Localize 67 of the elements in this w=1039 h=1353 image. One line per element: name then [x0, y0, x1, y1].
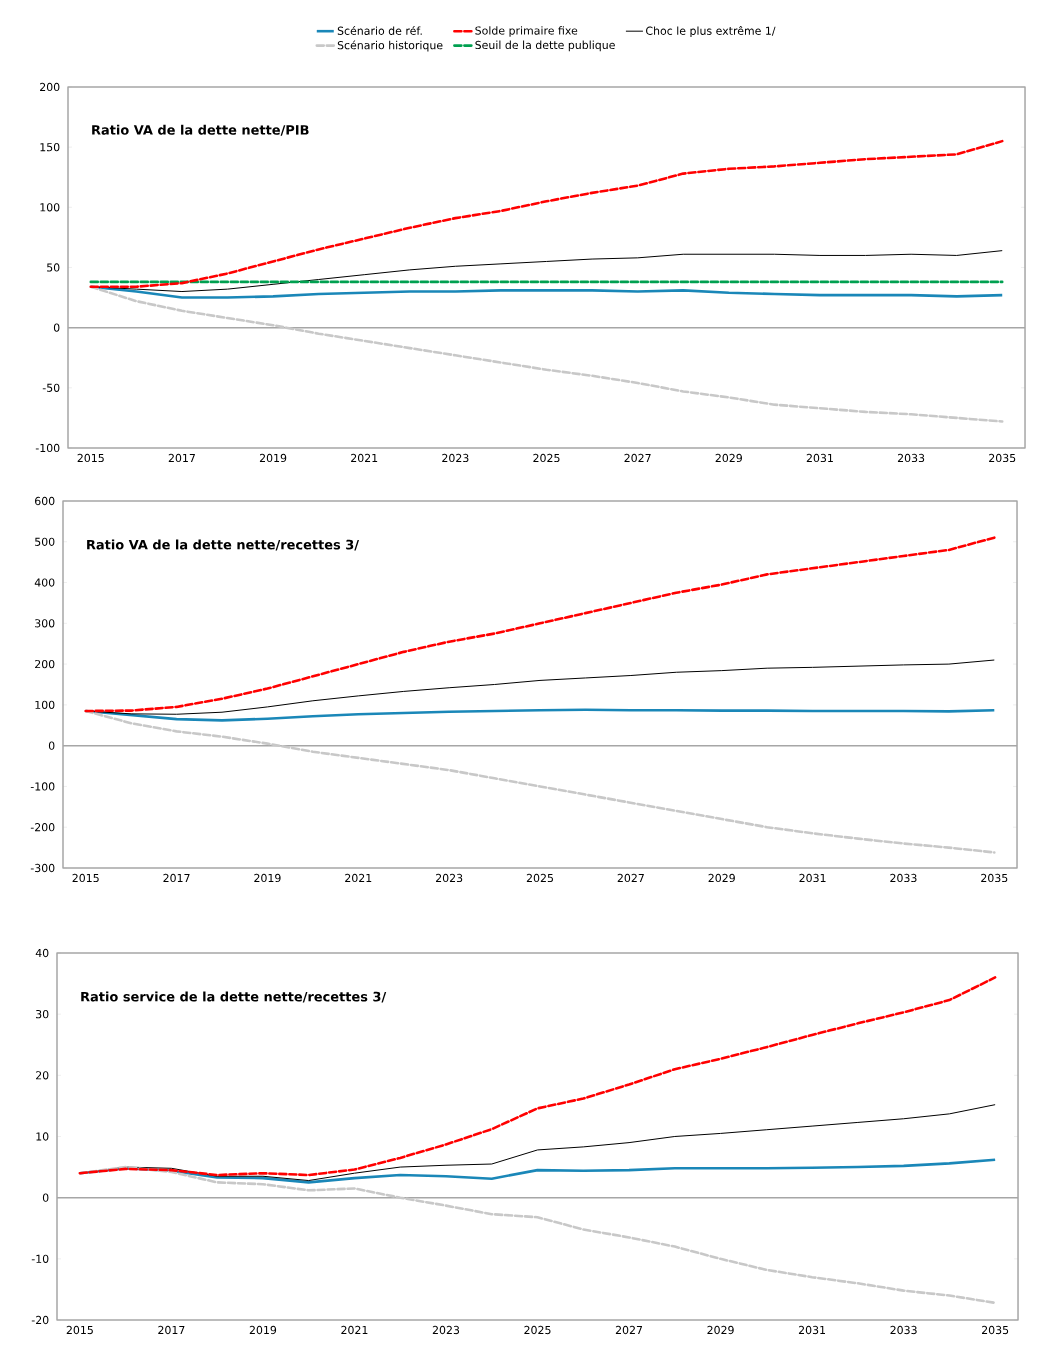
legend-label: Solde primaire fixe — [475, 26, 578, 37]
line-series — [78, 976, 997, 1177]
x-tick-label: 2015 — [77, 453, 104, 463]
x-tick-label: 2029 — [715, 453, 742, 463]
x-tick-label: 2027 — [617, 873, 644, 883]
y-tick-label: 0 — [48, 741, 55, 750]
y-tick-label: 600 — [35, 496, 55, 506]
x-tick-label: 2023 — [432, 1325, 460, 1335]
x-tick-label: 2033 — [890, 873, 917, 883]
text: Ratio VA de la dette nette/PIB — [92, 124, 309, 136]
legend-label: Seuil de la dette publique — [475, 40, 615, 52]
x-tick-label: 2017 — [163, 873, 190, 883]
text: Ratio VA de la dette nette/recettes 3/ — [87, 539, 359, 551]
x-tick-label: 2023 — [436, 873, 463, 883]
y-tick-label: 0 — [42, 1193, 49, 1202]
y-tick-label: 500 — [35, 537, 55, 546]
x-tick-label: 2017 — [158, 1325, 185, 1335]
x-tick-label: 2029 — [708, 873, 735, 883]
x-tick-label: 2019 — [249, 1325, 277, 1335]
x-tick-label: 2035 — [981, 1325, 1009, 1335]
y-tick-label: -300 — [30, 863, 55, 873]
text: Ratio service de la dette nette/recettes 3/ — [81, 991, 387, 1003]
x-tick-label: 2015 — [66, 1325, 93, 1335]
y-tick-label: -50 — [42, 383, 60, 392]
x-tick-label: 2035 — [981, 873, 1008, 883]
y-tick-label: 300 — [35, 619, 55, 628]
x-tick-label: 2015 — [72, 873, 99, 883]
y-tick-label: -100 — [35, 443, 60, 453]
x-tick-label: 2021 — [345, 873, 372, 883]
y-tick-label: 100 — [40, 203, 60, 212]
y-tick-label: 40 — [35, 948, 49, 958]
x-tick-label: 2033 — [897, 453, 925, 463]
y-tick-label: -200 — [30, 823, 55, 832]
x-tick-label: 2033 — [890, 1325, 917, 1335]
x-tick-label: 2027 — [624, 453, 651, 463]
y-tick-label: 10 — [36, 1132, 49, 1141]
x-tick-label: 2031 — [806, 453, 833, 463]
y-tick-label: 0 — [53, 323, 60, 332]
x-tick-label: 2021 — [351, 453, 378, 463]
x-tick-label: 2017 — [168, 453, 195, 463]
legend-label: Scénario historique — [337, 40, 443, 52]
y-tick-label: 150 — [40, 143, 60, 152]
y-tick-label: 400 — [34, 578, 55, 587]
x-tick-label: 2025 — [526, 873, 553, 883]
y-tick-label: 200 — [35, 659, 55, 669]
y-tick-label: 50 — [47, 263, 60, 272]
y-tick-label: 30 — [36, 1010, 49, 1019]
x-tick-label: 2031 — [798, 1325, 826, 1335]
x-tick-label: 2025 — [524, 1325, 551, 1335]
x-tick-label: 2025 — [533, 453, 560, 463]
y-tick-label: -20 — [31, 1315, 49, 1325]
y-tick-label: 100 — [35, 700, 55, 710]
y-tick-label: 200 — [40, 82, 60, 92]
x-tick-label: 2019 — [254, 873, 281, 883]
x-tick-label: 2031 — [799, 873, 826, 883]
x-tick-label: 2029 — [707, 1325, 734, 1335]
x-tick-label: 2035 — [989, 453, 1016, 463]
x-tick-label: 2019 — [259, 453, 287, 463]
x-tick-label: 2027 — [615, 1325, 643, 1335]
x-tick-label: 2023 — [442, 453, 469, 463]
x-tick-label: 2021 — [341, 1325, 368, 1335]
y-tick-label: -100 — [30, 782, 55, 791]
legend-label: Scénario de réf. — [337, 25, 422, 35]
y-tick-label: -10 — [31, 1254, 49, 1263]
line-series — [89, 139, 1004, 289]
legend-label: Choc le plus extrême 1/ — [646, 25, 776, 38]
y-tick-label: 20 — [36, 1071, 49, 1080]
